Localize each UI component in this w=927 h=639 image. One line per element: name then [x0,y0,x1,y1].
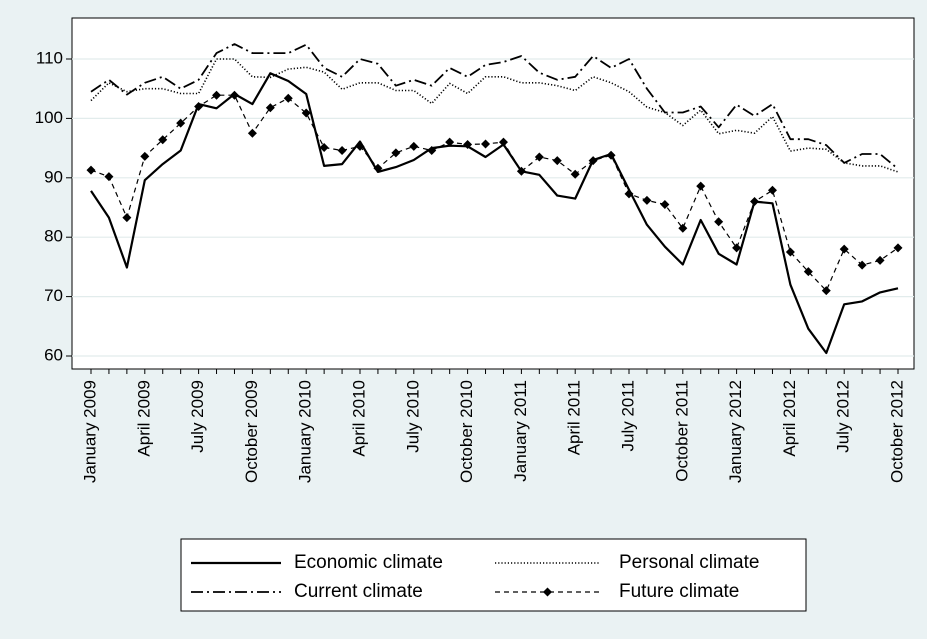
series-line [90,72,899,355]
x-tick-label: October 2011 [672,380,691,482]
series-future-climate [86,90,903,296]
y-tick-label: 70 [44,286,63,305]
legend-label: Future climate [619,581,739,602]
data-point-marker [785,247,795,257]
data-point-marker [552,156,562,166]
data-point-marker [660,200,670,210]
y-axis: 60 70 80 90 100 110 [35,48,72,364]
data-point-marker [391,148,401,158]
data-point-marker [373,163,383,173]
x-tick-label: January 2011 [511,380,530,482]
data-point-marker [355,141,365,151]
data-point-marker [678,223,688,233]
x-tick-label: July 2010 [403,380,422,453]
data-point-marker [122,213,132,223]
data-point-marker [750,197,760,207]
data-point-marker [642,195,652,205]
data-point-marker [875,255,885,265]
y-tick-label: 100 [35,108,63,127]
x-tick-label: April 2009 [134,380,153,457]
data-point-marker [803,267,813,277]
legend-label: Personal climate [619,552,759,573]
x-tick-label: October 2010 [457,380,476,483]
gridlines [72,58,914,357]
x-axis: January 2009 April 2009 July 2009 October 2… [80,369,906,483]
plot-area [71,17,915,370]
legend: Economic climate Personal climate Current … [180,538,807,612]
y-tick-label: 60 [44,345,63,364]
x-tick-label: October 2009 [242,380,261,483]
data-point-marker [176,118,186,128]
data-point-marker [86,165,96,175]
data-point-marker [247,128,257,138]
data-point-marker [498,137,508,147]
data-point-marker [767,185,777,195]
legend-box [180,538,807,612]
x-tick-label: January 2010 [296,380,315,483]
x-tick-label: April 2010 [349,380,368,457]
data-point-marker [445,137,455,147]
data-point-marker [696,181,706,191]
data-point-marker [319,143,329,153]
data-point-marker [893,243,903,253]
data-point-marker [534,152,544,162]
data-point-marker [229,90,239,100]
series-lines [86,43,903,355]
data-point-marker [732,243,742,253]
series-personal-climate [90,58,899,173]
x-tick-label: July 2009 [188,380,207,453]
data-point-marker [104,172,114,182]
data-point-marker [158,135,168,145]
data-point-marker [714,217,724,227]
x-tick-label: April 2012 [780,380,799,457]
x-tick-label: July 2011 [618,380,637,452]
legend-label: Economic climate [294,552,443,573]
data-point-marker [409,141,419,151]
x-tick-label: October 2012 [887,380,906,483]
data-point-marker [624,189,634,199]
data-point-marker [212,90,222,100]
x-tick-label: January 2012 [726,380,745,483]
series-line [90,94,899,292]
data-point-marker [481,139,491,149]
legend-label: Current climate [294,581,423,602]
series-economic-climate [90,72,899,355]
data-point-marker [606,150,616,160]
data-point-marker [463,140,473,150]
data-point-marker [140,151,150,161]
data-point-marker [337,145,347,155]
series-line [90,58,899,173]
data-point-marker [194,102,204,112]
series-line [90,43,899,170]
data-point-marker [427,145,437,155]
x-tick-label: January 2009 [80,380,99,483]
legend-marker [543,587,552,597]
data-point-marker [265,103,275,113]
data-point-marker [588,156,598,166]
series-current-climate [90,43,899,170]
x-tick-label: July 2012 [834,380,853,453]
data-point-marker [839,244,849,254]
data-point-marker [857,260,867,270]
data-point-marker [821,286,831,296]
data-point-marker [283,93,293,103]
y-tick-label: 80 [44,227,63,246]
data-point-marker [301,108,311,118]
y-tick-label: 90 [44,167,63,186]
x-tick-label: April 2011 [565,380,584,455]
y-tick-label: 110 [36,48,63,67]
data-point-marker [570,169,580,179]
data-point-marker [516,166,526,176]
